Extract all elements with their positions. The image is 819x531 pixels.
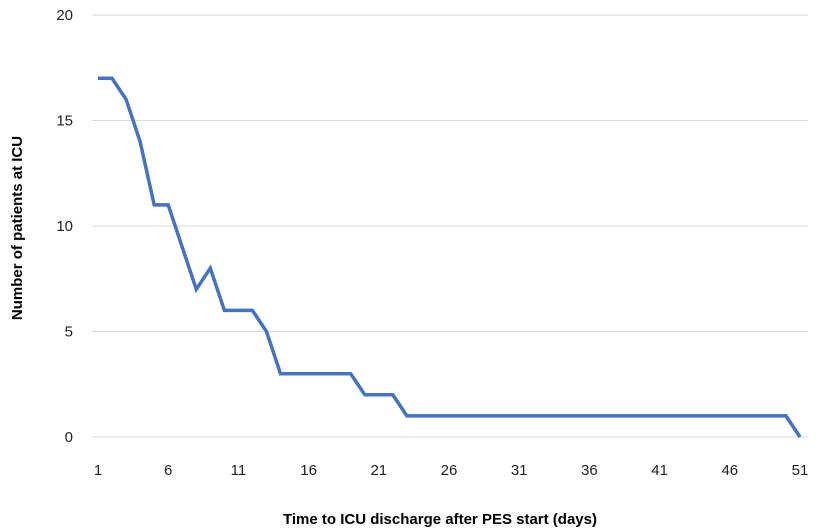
- x-tick-label: 1: [94, 462, 102, 479]
- series-line: [98, 76, 802, 438]
- x-axis-ticks: 1 6 11 16 21 26 31 36 41 46 51: [94, 462, 809, 479]
- x-axis-title: Time to ICU discharge after PES start (d…: [283, 511, 597, 528]
- y-tick-label: 20: [56, 7, 73, 24]
- y-tick-label: 15: [56, 113, 73, 130]
- x-tick-label: 16: [300, 462, 317, 479]
- x-tick-label: 41: [651, 462, 668, 479]
- x-tick-label: 26: [441, 462, 458, 479]
- x-tick-label: 31: [511, 462, 528, 479]
- y-tick-label: 5: [65, 324, 73, 341]
- x-tick-label: 36: [581, 462, 598, 479]
- x-tick-label: 51: [792, 462, 809, 479]
- y-axis-title: Number of patients at ICU: [9, 136, 26, 320]
- x-tick-label: 11: [231, 462, 247, 479]
- y-tick-label: 10: [56, 218, 73, 235]
- x-tick-label: 6: [164, 462, 172, 479]
- y-axis-ticks: 0 5 10 15 20: [56, 7, 73, 446]
- x-tick-label: 21: [370, 462, 387, 479]
- gridlines: [92, 14, 808, 438]
- x-tick-label: 46: [721, 462, 738, 479]
- series-group: [98, 76, 802, 438]
- y-tick-label: 0: [65, 429, 73, 446]
